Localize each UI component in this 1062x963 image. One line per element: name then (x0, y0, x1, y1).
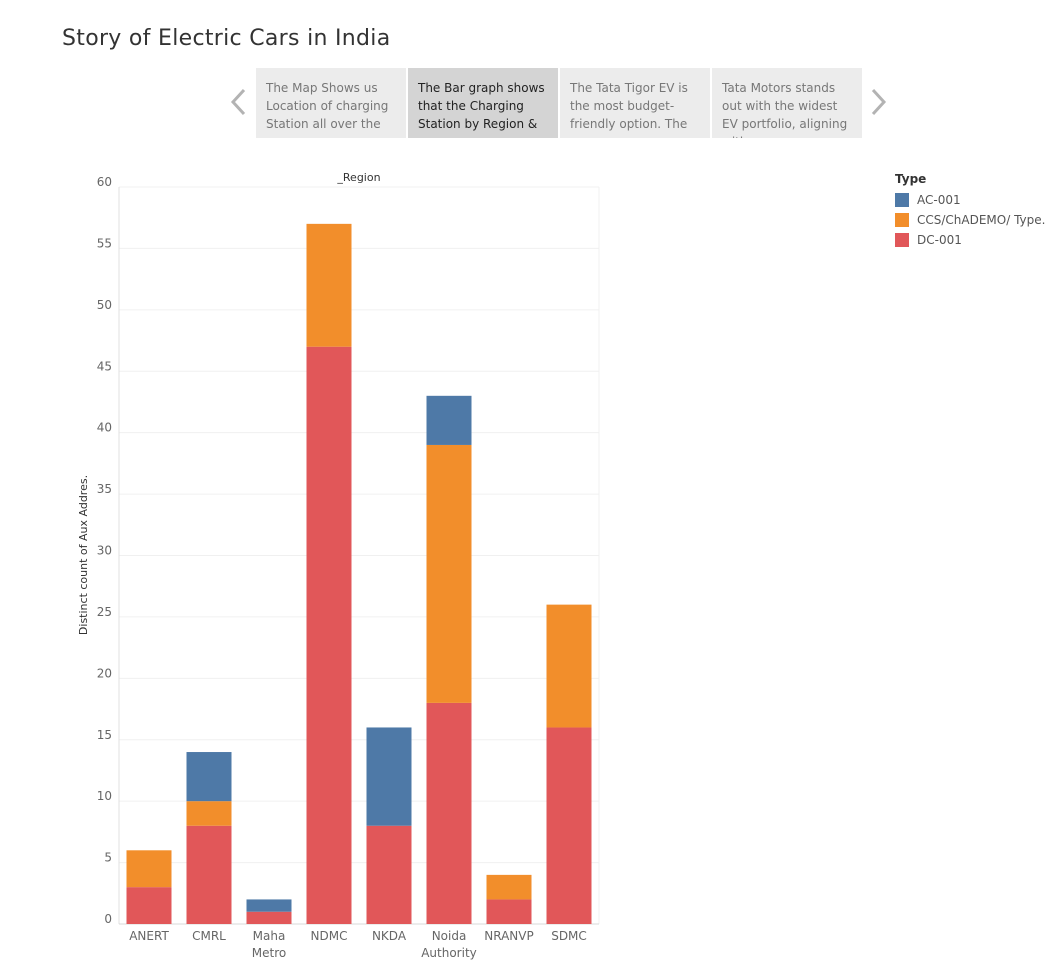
story-point-3[interactable]: The Tata Tigor EV is the most budget-fri… (560, 68, 710, 138)
legend: Type AC-001 CCS/ChADEMO/ Type.. DC-001 (895, 172, 1045, 250)
bar-segment[interactable] (186, 801, 232, 826)
legend-label: AC-001 (917, 193, 961, 207)
x-axis-ticks: ANERT CMRL Maha Metro NDMC NKDA Noida Authority… (129, 929, 587, 960)
bar-segment[interactable] (426, 702, 472, 924)
y-tick-label: 20 (97, 666, 112, 680)
y-axis-ticks: 0 5 10 15 20 25 30 35 40 45 50 55 60 (97, 175, 112, 926)
previous-story-point-button[interactable] (226, 84, 250, 120)
y-tick-label: 0 (104, 912, 112, 926)
legend-item-ac-001[interactable]: AC-001 (895, 190, 1045, 210)
legend-item-ccs-chademo[interactable]: CCS/ChADEMO/ Type.. (895, 210, 1045, 230)
x-tick-label: SDMC (551, 929, 587, 943)
y-tick-label: 55 (97, 236, 112, 250)
bar-segment[interactable] (246, 911, 292, 924)
y-tick-label: 60 (97, 175, 112, 189)
chevron-left-icon (230, 88, 246, 116)
bar-segment[interactable] (306, 223, 352, 347)
chevron-right-icon (871, 88, 887, 116)
legend-swatch (895, 213, 909, 227)
bar-segment[interactable] (366, 825, 412, 924)
story-point-text: Tata Motors stands out with the widest E… (722, 81, 848, 138)
bar-segment[interactable] (366, 727, 412, 826)
y-tick-label: 5 (104, 851, 112, 865)
y-tick-label: 40 (97, 421, 112, 435)
bars (126, 223, 592, 924)
y-tick-label: 25 (97, 605, 112, 619)
story-point-text: The Map Shows us Location of charging St… (266, 81, 389, 131)
y-tick-label: 45 (97, 359, 112, 373)
legend-item-dc-001[interactable]: DC-001 (895, 230, 1045, 250)
legend-title: Type (895, 172, 927, 186)
next-story-point-button[interactable] (867, 84, 891, 120)
x-tick-label: NRANVP (484, 929, 533, 943)
legend-swatch (895, 233, 909, 247)
legend-swatch (895, 193, 909, 207)
y-tick-label: 35 (97, 482, 112, 496)
bar-segment[interactable] (126, 887, 172, 924)
x-tick-label: Maha Metro (252, 929, 286, 960)
x-tick-label: ANERT (129, 929, 169, 943)
story-points-navigator: The Map Shows us Location of charging St… (256, 68, 862, 138)
y-tick-label: 10 (97, 789, 112, 803)
bar-segment[interactable] (306, 346, 352, 924)
x-tick-label: NDMC (311, 929, 348, 943)
story-point-4[interactable]: Tata Motors stands out with the widest E… (712, 68, 862, 138)
bar-segment[interactable] (546, 604, 592, 728)
bar-segment[interactable] (186, 752, 232, 802)
bar-segment[interactable] (186, 825, 232, 924)
x-tick-label: CMRL (192, 929, 226, 943)
legend-label: CCS/ChADEMO/ Type.. (917, 213, 1045, 227)
story-point-2[interactable]: The Bar graph shows that the Charging St… (408, 68, 558, 138)
y-tick-label: 30 (97, 544, 112, 558)
y-tick-label: 15 (97, 728, 112, 742)
bar-segment[interactable] (546, 727, 592, 924)
y-tick-label: 50 (97, 298, 112, 312)
bar-segment[interactable] (426, 395, 472, 445)
legend-label: DC-001 (917, 233, 962, 247)
x-tick-label: Noida Authority (421, 929, 477, 960)
y-axis-label: Distinct count of Aux Addres. (77, 475, 90, 635)
bar-segment[interactable] (486, 874, 532, 900)
bar-segment[interactable] (126, 850, 172, 888)
story-point-text: The Bar graph shows that the Charging St… (418, 81, 545, 131)
x-tick-label: NKDA (372, 929, 407, 943)
bar-segment[interactable] (246, 899, 292, 912)
bar-segment[interactable] (486, 899, 532, 924)
stacked-bar-chart: 0 5 10 15 20 25 30 35 40 45 50 55 60 ANERT CMRL Maha Me… (77, 171, 600, 960)
chart-title: _Region (336, 171, 380, 184)
story-point-text: The Tata Tigor EV is the most budget-fri… (570, 81, 688, 131)
gridlines (118, 186, 600, 925)
bar-segment[interactable] (426, 444, 472, 703)
story-title: Story of Electric Cars in India (62, 26, 391, 51)
story-point-1[interactable]: The Map Shows us Location of charging St… (256, 68, 406, 138)
